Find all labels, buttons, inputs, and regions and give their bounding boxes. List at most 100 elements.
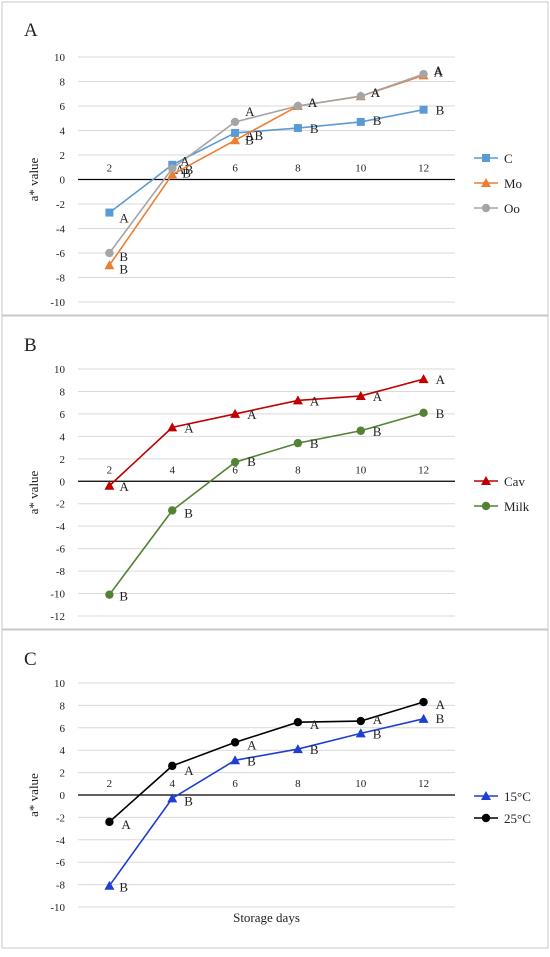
y-tick-label: 0 xyxy=(60,790,66,802)
x-tick-label: 6 xyxy=(232,163,238,175)
series-Milk: B B B B B B xyxy=(105,406,445,604)
legend-entry: Milk xyxy=(474,499,530,514)
legend-marker xyxy=(482,154,490,162)
significance-label: B xyxy=(373,113,382,128)
data-point xyxy=(167,793,178,803)
y-tick-label: -2 xyxy=(56,199,65,211)
data-point xyxy=(230,117,240,127)
y-tick-label: -8 xyxy=(56,880,66,892)
y-tick-label: 4 xyxy=(60,745,66,757)
legend-marker xyxy=(481,178,491,187)
x-tick-label: 8 xyxy=(295,464,301,476)
panel-frame xyxy=(1,315,549,630)
data-point xyxy=(293,101,303,111)
legend-label: Cav xyxy=(504,474,525,489)
gridlines xyxy=(78,56,455,303)
significance-label: B xyxy=(247,454,256,469)
x-tick-label: 12 xyxy=(418,163,429,175)
data-point xyxy=(105,590,114,599)
significance-label: B xyxy=(436,711,445,726)
x-tick-label: 10 xyxy=(355,778,367,790)
significance-label: B xyxy=(310,436,319,451)
panel-letter: B xyxy=(24,335,37,356)
legend-marker xyxy=(481,203,491,213)
significance-label: A xyxy=(180,153,190,168)
data-point xyxy=(419,105,428,114)
y-tick-label: 8 xyxy=(60,700,66,712)
series-15°C: B B B B B B xyxy=(104,711,445,895)
data-point xyxy=(293,718,303,727)
series-line xyxy=(108,718,424,887)
significance-label: B xyxy=(119,880,128,895)
significance-label: A xyxy=(373,389,383,404)
significance-label: B xyxy=(119,249,128,264)
y-tick-label: -10 xyxy=(50,589,65,601)
significance-label: A xyxy=(245,104,255,119)
series-line xyxy=(108,108,424,214)
data-point xyxy=(168,761,177,771)
series-line xyxy=(108,701,424,823)
panel-frame xyxy=(1,629,549,949)
significance-label: B xyxy=(436,406,445,421)
legend-label: 15°C xyxy=(504,789,531,804)
panel-c: C -10 -8 -6 -4 -2 0 2 4 6 8 10 2 4 6 8 10 12 a* value Stora… xyxy=(1,629,549,949)
data-point xyxy=(293,438,303,448)
data-point xyxy=(418,374,429,384)
y-tick-label: -6 xyxy=(56,857,66,869)
significance-label: B xyxy=(247,753,256,768)
legend-label: 25°C xyxy=(504,811,531,826)
legend-entry: Cav xyxy=(474,474,525,489)
legend-marker xyxy=(481,501,491,511)
data-point xyxy=(230,755,241,765)
y-tick-label: -2 xyxy=(56,499,65,511)
data-point xyxy=(356,92,365,101)
data-point xyxy=(230,408,241,418)
y-tick-label: 4 xyxy=(60,126,66,138)
y-tick-label: -4 xyxy=(56,224,66,236)
gridlines xyxy=(78,682,455,908)
y-tick-label: 6 xyxy=(60,101,66,113)
data-point xyxy=(105,208,114,217)
significance-label: B xyxy=(373,424,382,439)
data-point xyxy=(419,697,428,707)
data-point xyxy=(168,506,177,515)
series-Cav: A A A A A A xyxy=(104,372,446,494)
y-tick-label: 8 xyxy=(60,386,66,398)
data-point xyxy=(104,260,115,270)
x-tick-label: 12 xyxy=(418,464,429,476)
legend-marker xyxy=(481,476,491,485)
y-tick-label: 10 xyxy=(54,52,66,64)
significance-label: A xyxy=(434,64,444,79)
data-point xyxy=(230,135,241,145)
panel-frame xyxy=(1,1,549,316)
y-tick-label: -12 xyxy=(50,611,65,623)
legend-label: Mo xyxy=(504,176,522,191)
y-tick-label: -10 xyxy=(50,297,65,309)
significance-label: A xyxy=(434,63,444,78)
panel-letter: A xyxy=(24,20,38,41)
significance-label: A xyxy=(371,85,381,100)
significance-label: B xyxy=(436,103,445,118)
data-point xyxy=(356,117,365,126)
significance-label: A xyxy=(436,697,446,712)
y-tick-label: -8 xyxy=(56,273,66,285)
y-tick-label: 0 xyxy=(60,476,66,488)
data-point xyxy=(356,716,365,726)
data-point xyxy=(292,395,303,405)
legend-entry: Mo xyxy=(474,176,522,191)
y-tick-label: 0 xyxy=(60,175,66,187)
data-point xyxy=(168,164,177,173)
panel-letter: C xyxy=(24,649,37,670)
significance-label: B xyxy=(119,589,128,604)
significance-label: B xyxy=(310,742,319,757)
y-tick-label: -6 xyxy=(56,544,66,556)
x-tick-label: 6 xyxy=(232,778,238,790)
legend-entry: C xyxy=(474,151,513,166)
x-tick-label: 8 xyxy=(295,778,301,790)
x-axis-label: Storage days xyxy=(233,910,300,925)
x-tick-label: 4 xyxy=(170,464,176,476)
